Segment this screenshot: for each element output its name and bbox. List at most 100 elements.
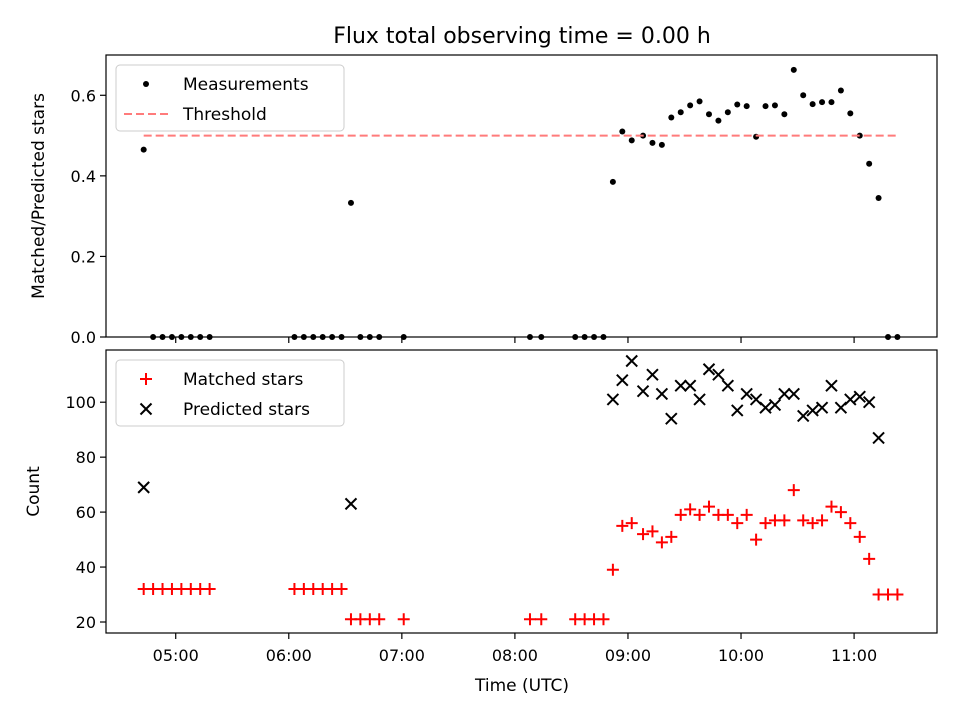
predicted-stars-point xyxy=(655,387,669,401)
predicted-stars-point xyxy=(636,385,650,398)
matched-stars-point xyxy=(606,563,619,576)
legend-marker-dot xyxy=(143,81,149,87)
predicted-stars-point xyxy=(797,409,810,423)
measurement-point xyxy=(600,334,607,340)
predicted-stars-point xyxy=(625,354,638,368)
matched-stars-point xyxy=(844,517,857,530)
measurement-point xyxy=(300,334,307,340)
predicted-stars-point xyxy=(862,395,876,409)
x-tick-label: 05:00 xyxy=(153,646,199,665)
measurement-point xyxy=(140,146,147,153)
measurement-point xyxy=(376,334,383,340)
measurement-point xyxy=(187,334,194,340)
measurement-point xyxy=(658,141,665,148)
legend: Measurements Threshold xyxy=(115,64,345,132)
measurement-point xyxy=(526,334,533,340)
y-tick-label: 0.0 xyxy=(71,328,96,347)
measurement-point xyxy=(743,103,750,110)
x-tick-label: 09:00 xyxy=(605,646,651,665)
matched-stars-point xyxy=(535,613,548,626)
axes-frame xyxy=(105,54,938,338)
measurement-point xyxy=(856,132,863,139)
measurement-point xyxy=(357,334,364,340)
y-tick-label: 20 xyxy=(76,613,96,632)
y-tick-label: 0.6 xyxy=(71,86,96,105)
legend-marker-x xyxy=(139,402,153,416)
y-tick-label: 60 xyxy=(76,503,96,522)
matched-stars-point xyxy=(655,536,668,549)
x-tick-label: 06:00 xyxy=(266,646,312,665)
matched-stars-point xyxy=(597,613,610,626)
measurement-point xyxy=(696,98,703,105)
matched-stars-point xyxy=(693,508,706,521)
x-tick-label: 07:00 xyxy=(379,646,425,665)
matched-stars-point xyxy=(759,517,772,530)
measurement-point xyxy=(197,334,204,340)
y-axis-label: Matched/Predicted stars xyxy=(29,93,49,299)
predicted-stars-point xyxy=(778,387,791,401)
measurement-point xyxy=(649,139,656,146)
predicted-stars-point xyxy=(344,497,358,511)
predicted-stars-point xyxy=(740,387,753,401)
measurement-point xyxy=(837,87,844,94)
predicted-stars-point xyxy=(844,393,857,406)
predicted-stars-point xyxy=(665,412,678,425)
matched-stars-point xyxy=(806,517,819,530)
matched-stars-point xyxy=(203,583,216,596)
measurement-point xyxy=(715,117,722,124)
measurement-point xyxy=(771,102,778,109)
y-tick-label: 100 xyxy=(65,393,96,412)
measurement-point xyxy=(366,334,373,340)
bottom-panel-counts: 20 40 60 80 100 05:00 06:00 07:00 08:00 09:00 10:0… xyxy=(24,349,938,665)
measurement-point xyxy=(885,334,892,340)
matched-stars-point xyxy=(731,517,744,530)
measurement-point xyxy=(609,178,616,185)
predicted-stars-point xyxy=(683,379,697,392)
measurement-point xyxy=(628,137,635,144)
matched-stars-point xyxy=(750,533,763,546)
matched-stars-point xyxy=(853,530,866,543)
measurement-point xyxy=(619,128,626,135)
predicted-stars-point xyxy=(825,379,838,392)
measurement-point xyxy=(291,334,298,340)
matched-stars-point xyxy=(646,525,659,538)
predicted-stars-point xyxy=(853,390,866,403)
x-tick-label: 11:00 xyxy=(831,646,877,665)
measurement-point xyxy=(159,334,166,340)
matched-stars-point xyxy=(684,503,697,516)
matched-stars-point xyxy=(778,514,791,527)
measurement-point xyxy=(347,199,354,206)
measurement-point xyxy=(319,334,326,340)
predicted-stars-point xyxy=(872,431,885,445)
measurement-point xyxy=(781,111,788,118)
predicted-stars-point xyxy=(731,404,744,417)
legend-label: Measurements xyxy=(183,75,309,95)
measurement-point xyxy=(668,114,675,121)
predicted-stars-point xyxy=(137,481,150,494)
measurement-point xyxy=(866,160,873,167)
predicted-stars-point xyxy=(606,393,620,406)
predicted-stars-point xyxy=(616,374,629,387)
axes-frame xyxy=(105,349,938,634)
measurement-point xyxy=(875,195,882,202)
measurement-point xyxy=(150,334,157,340)
matched-stars-point xyxy=(625,517,638,530)
matched-stars-point xyxy=(863,552,876,565)
matched-stars-point xyxy=(825,500,838,513)
measurement-point xyxy=(206,334,213,340)
predicted-stars-point xyxy=(721,379,735,392)
y-tick-label: 0.2 xyxy=(71,247,96,266)
y-tick-label: 80 xyxy=(76,448,96,467)
measurement-point xyxy=(591,334,598,340)
matched-stars-point xyxy=(665,530,678,543)
matched-stars-point xyxy=(740,508,753,521)
legend-label: Matched stars xyxy=(183,370,303,390)
measurement-point xyxy=(581,334,588,340)
predicted-stars-point xyxy=(702,363,716,376)
y-axis-label: Count xyxy=(24,466,44,517)
predicted-stars-point xyxy=(806,404,819,417)
matched-stars-point xyxy=(891,588,904,601)
legend-label: Predicted stars xyxy=(183,400,310,420)
predicted-stars-point xyxy=(815,401,829,414)
